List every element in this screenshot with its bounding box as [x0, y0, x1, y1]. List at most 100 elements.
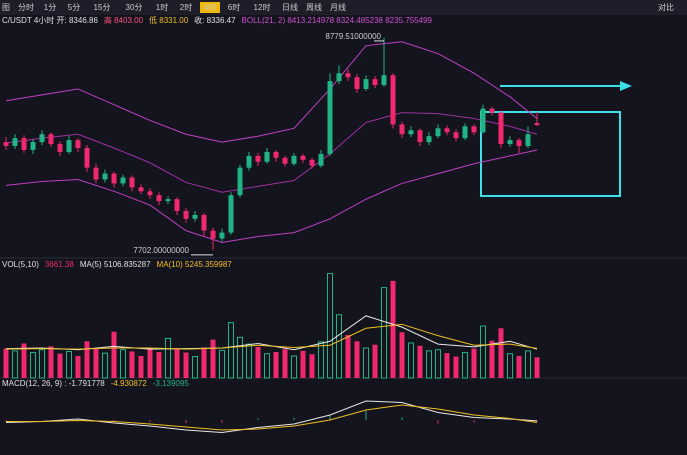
- compare-button[interactable]: 对比: [658, 2, 674, 12]
- tab[interactable]: 30分: [126, 3, 143, 12]
- candle-body: [426, 136, 432, 143]
- volume-bar: [462, 352, 468, 379]
- arrow-head: [620, 81, 632, 91]
- candle-body: [219, 232, 225, 239]
- volume-bar: [327, 272, 333, 379]
- candle-body: [264, 151, 270, 162]
- candle-body: [390, 75, 396, 125]
- max-price-label: 8779.51000000: [325, 32, 381, 41]
- tabs: 图分时 1分 5分 15分 30分 1时 2时 4时 6时 12时 日线 周线 月线: [2, 2, 346, 13]
- tab[interactable]: 分时: [18, 2, 34, 12]
- volume-bar: [363, 347, 369, 379]
- header-item: MA(5) 5106.835287: [80, 260, 151, 269]
- volume-bar: [3, 348, 9, 378]
- tab[interactable]: 图: [2, 3, 10, 12]
- volume-bar: [399, 332, 405, 378]
- volume-bar: [534, 357, 540, 378]
- volume-bar: [498, 328, 504, 378]
- min-price-label: 7702.00000000: [133, 246, 189, 255]
- tab[interactable]: 12时: [254, 2, 271, 12]
- toolbar: [0, 0, 687, 15]
- candle-body: [507, 140, 513, 145]
- candle-body: [3, 142, 9, 147]
- candle-body: [282, 157, 288, 164]
- tab[interactable]: 6时: [228, 2, 240, 12]
- tab[interactable]: 日线: [282, 2, 298, 12]
- volume-bar: [309, 354, 315, 378]
- header-item: VOL(5,10): [2, 260, 39, 269]
- candle-body: [534, 123, 540, 126]
- tab[interactable]: 1时: [156, 2, 168, 12]
- candle-body: [417, 130, 423, 143]
- volume-bar: [201, 347, 207, 378]
- boll-line: [5, 41, 538, 143]
- candle-body: [363, 79, 369, 89]
- volume-bar: [219, 349, 225, 379]
- candle-body: [498, 112, 504, 145]
- candle-body: [183, 210, 189, 219]
- volume-bar: [192, 356, 198, 379]
- candle-body: [246, 155, 252, 168]
- candle-body: [309, 159, 315, 166]
- volume-bar: [300, 350, 306, 378]
- header-item: 低 8331.00: [149, 15, 189, 25]
- volume-bar: [516, 355, 522, 378]
- header-item: 收: 8336.47: [194, 15, 236, 25]
- candle-body: [192, 214, 198, 219]
- tab[interactable]: 5分: [68, 3, 80, 12]
- candle-body: [345, 73, 351, 78]
- highlight-box: [480, 111, 621, 197]
- volume-bar: [75, 355, 81, 378]
- candle-body: [147, 191, 153, 196]
- candle-body: [174, 199, 180, 211]
- header-item: C/USDT 4小时 开: 8346.86: [2, 15, 98, 25]
- volume-bar: [66, 350, 72, 379]
- volume-bar: [291, 355, 297, 379]
- candle-body: [525, 134, 531, 147]
- tab[interactable]: 4时: [204, 2, 216, 12]
- candle-body: [30, 142, 36, 150]
- volume-bar: [111, 331, 117, 378]
- volume-bar: [525, 350, 531, 379]
- tab[interactable]: 2时: [180, 2, 192, 12]
- volume-bar: [417, 345, 423, 378]
- volume-bar: [57, 353, 63, 378]
- volume-bar: [174, 349, 180, 378]
- volume-bar: [444, 353, 450, 378]
- volume-bar: [408, 342, 414, 379]
- volume-bar: [210, 339, 216, 378]
- boll-line: [5, 149, 538, 243]
- volume-bar: [120, 349, 126, 379]
- volume-bar: [129, 351, 135, 378]
- volume-bar: [372, 344, 378, 378]
- volume-bar: [165, 337, 171, 379]
- macd-line: [6, 404, 538, 431]
- candle-body: [444, 128, 450, 133]
- header-item: BOLL(21, 2) 8413.214978 8324.485238 8235…: [242, 16, 433, 25]
- tab[interactable]: 月线: [330, 2, 346, 12]
- candle-body: [480, 108, 486, 133]
- candle-body: [138, 187, 144, 192]
- tab[interactable]: 15分: [94, 3, 111, 12]
- volume-bar: [147, 348, 153, 378]
- candle-body: [48, 134, 54, 145]
- candle-body: [129, 177, 135, 188]
- volume-bar: [156, 352, 162, 378]
- volume-bar: [48, 346, 54, 378]
- candle-body: [462, 126, 468, 139]
- volume-bar: [12, 350, 18, 379]
- volume-bar: [336, 314, 342, 379]
- tab[interactable]: 周线: [306, 2, 322, 12]
- candle-body: [453, 132, 459, 139]
- volume-bar: [84, 341, 90, 378]
- candle-body: [327, 81, 333, 154]
- candle-body: [489, 108, 495, 113]
- tab[interactable]: 1分: [44, 3, 56, 12]
- active-tab-bg: [200, 2, 220, 13]
- volume-bar: [246, 343, 252, 379]
- candle-body: [93, 167, 99, 180]
- candle-body: [516, 140, 522, 147]
- candle-body: [300, 155, 306, 160]
